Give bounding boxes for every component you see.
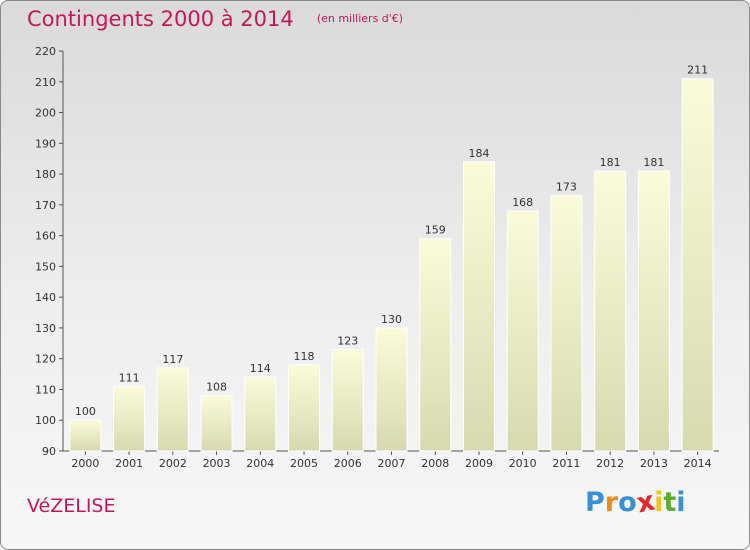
bar [288,364,321,452]
y-tick-label: 140 [35,291,56,304]
y-tick-label: 200 [35,107,56,120]
data-label: 159 [425,224,446,237]
x-tick-label: 2007 [378,457,406,470]
bar [637,170,670,452]
bar [594,170,627,452]
data-label: 111 [119,371,140,384]
data-label: 211 [687,64,708,77]
data-label: 114 [250,362,271,375]
data-label: 184 [468,147,489,160]
logo-letter: i [676,487,686,518]
data-label: 118 [294,350,315,363]
x-tick-label: 2010 [509,457,537,470]
y-tick-label: 220 [35,45,56,58]
data-label: 181 [643,156,664,169]
bar [550,195,583,452]
x-tick-label: 2001 [115,457,143,470]
y-tick-label: 100 [35,414,56,427]
logo-letter: P [585,487,605,518]
logo-letter: o [618,487,637,518]
x-tick-label: 2005 [290,457,318,470]
data-label: 123 [337,334,358,347]
place-name: VéZELISE [27,495,116,517]
bar [331,348,364,452]
proxiti-logo: Proxiti [585,486,686,520]
data-label: 181 [600,156,621,169]
bar [244,376,277,452]
bar [113,385,146,452]
y-tick-label: 170 [35,199,56,212]
logo-letter: r [604,487,619,518]
x-tick-label: 2003 [203,457,231,470]
y-tick-label: 160 [35,230,56,243]
bar [681,78,714,452]
data-label: 168 [512,196,533,209]
x-tick-label: 2014 [684,457,712,470]
data-label: 100 [75,405,96,418]
x-tick-label: 2008 [421,457,449,470]
y-tick-label: 120 [35,353,56,366]
x-tick-label: 2012 [596,457,624,470]
bar [156,367,189,452]
y-tick-label: 110 [35,383,56,396]
data-label: 117 [162,353,183,366]
bar [419,238,452,452]
y-tick-label: 90 [42,445,56,458]
y-tick-label: 150 [35,260,56,273]
logo-letter: i [654,487,664,518]
chart-title: Contingents 2000 à 2014 [27,7,294,31]
bar [506,210,539,452]
data-label: 130 [381,313,402,326]
x-tick-label: 2011 [552,457,580,470]
logo-letter: t [663,487,677,518]
title-row: Contingents 2000 à 2014 (en milliers d'€… [27,7,403,31]
x-tick-label: 2013 [640,457,668,470]
chart-subtitle: (en milliers d'€) [316,12,404,25]
axes: 90 100 110 120 130 140 150 160 170 180 190 200 210 22… [35,45,719,470]
bar [462,161,495,452]
value-labels: 100 111 117 108 114 118 123 130 159 184 168 173 181 1… [75,64,708,419]
y-tick-label: 180 [35,168,56,181]
data-label: 173 [556,181,577,194]
y-tick-label: 190 [35,137,56,150]
x-tick-label: 2006 [334,457,362,470]
data-label: 108 [206,381,227,394]
bar [69,419,102,452]
bar [200,395,233,452]
bars [69,78,714,452]
bar [375,327,408,452]
y-tick-label: 210 [35,76,56,89]
y-tick-label: 130 [35,322,56,335]
x-tick-label: 2002 [159,457,187,470]
x-tick-label: 2004 [246,457,274,470]
x-tick-label: 2000 [71,457,99,470]
x-tick-label: 2009 [465,457,493,470]
